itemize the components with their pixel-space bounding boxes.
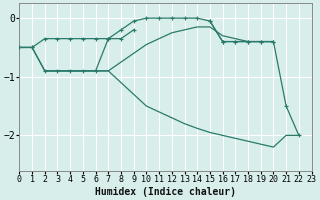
X-axis label: Humidex (Indice chaleur): Humidex (Indice chaleur) (95, 186, 236, 197)
